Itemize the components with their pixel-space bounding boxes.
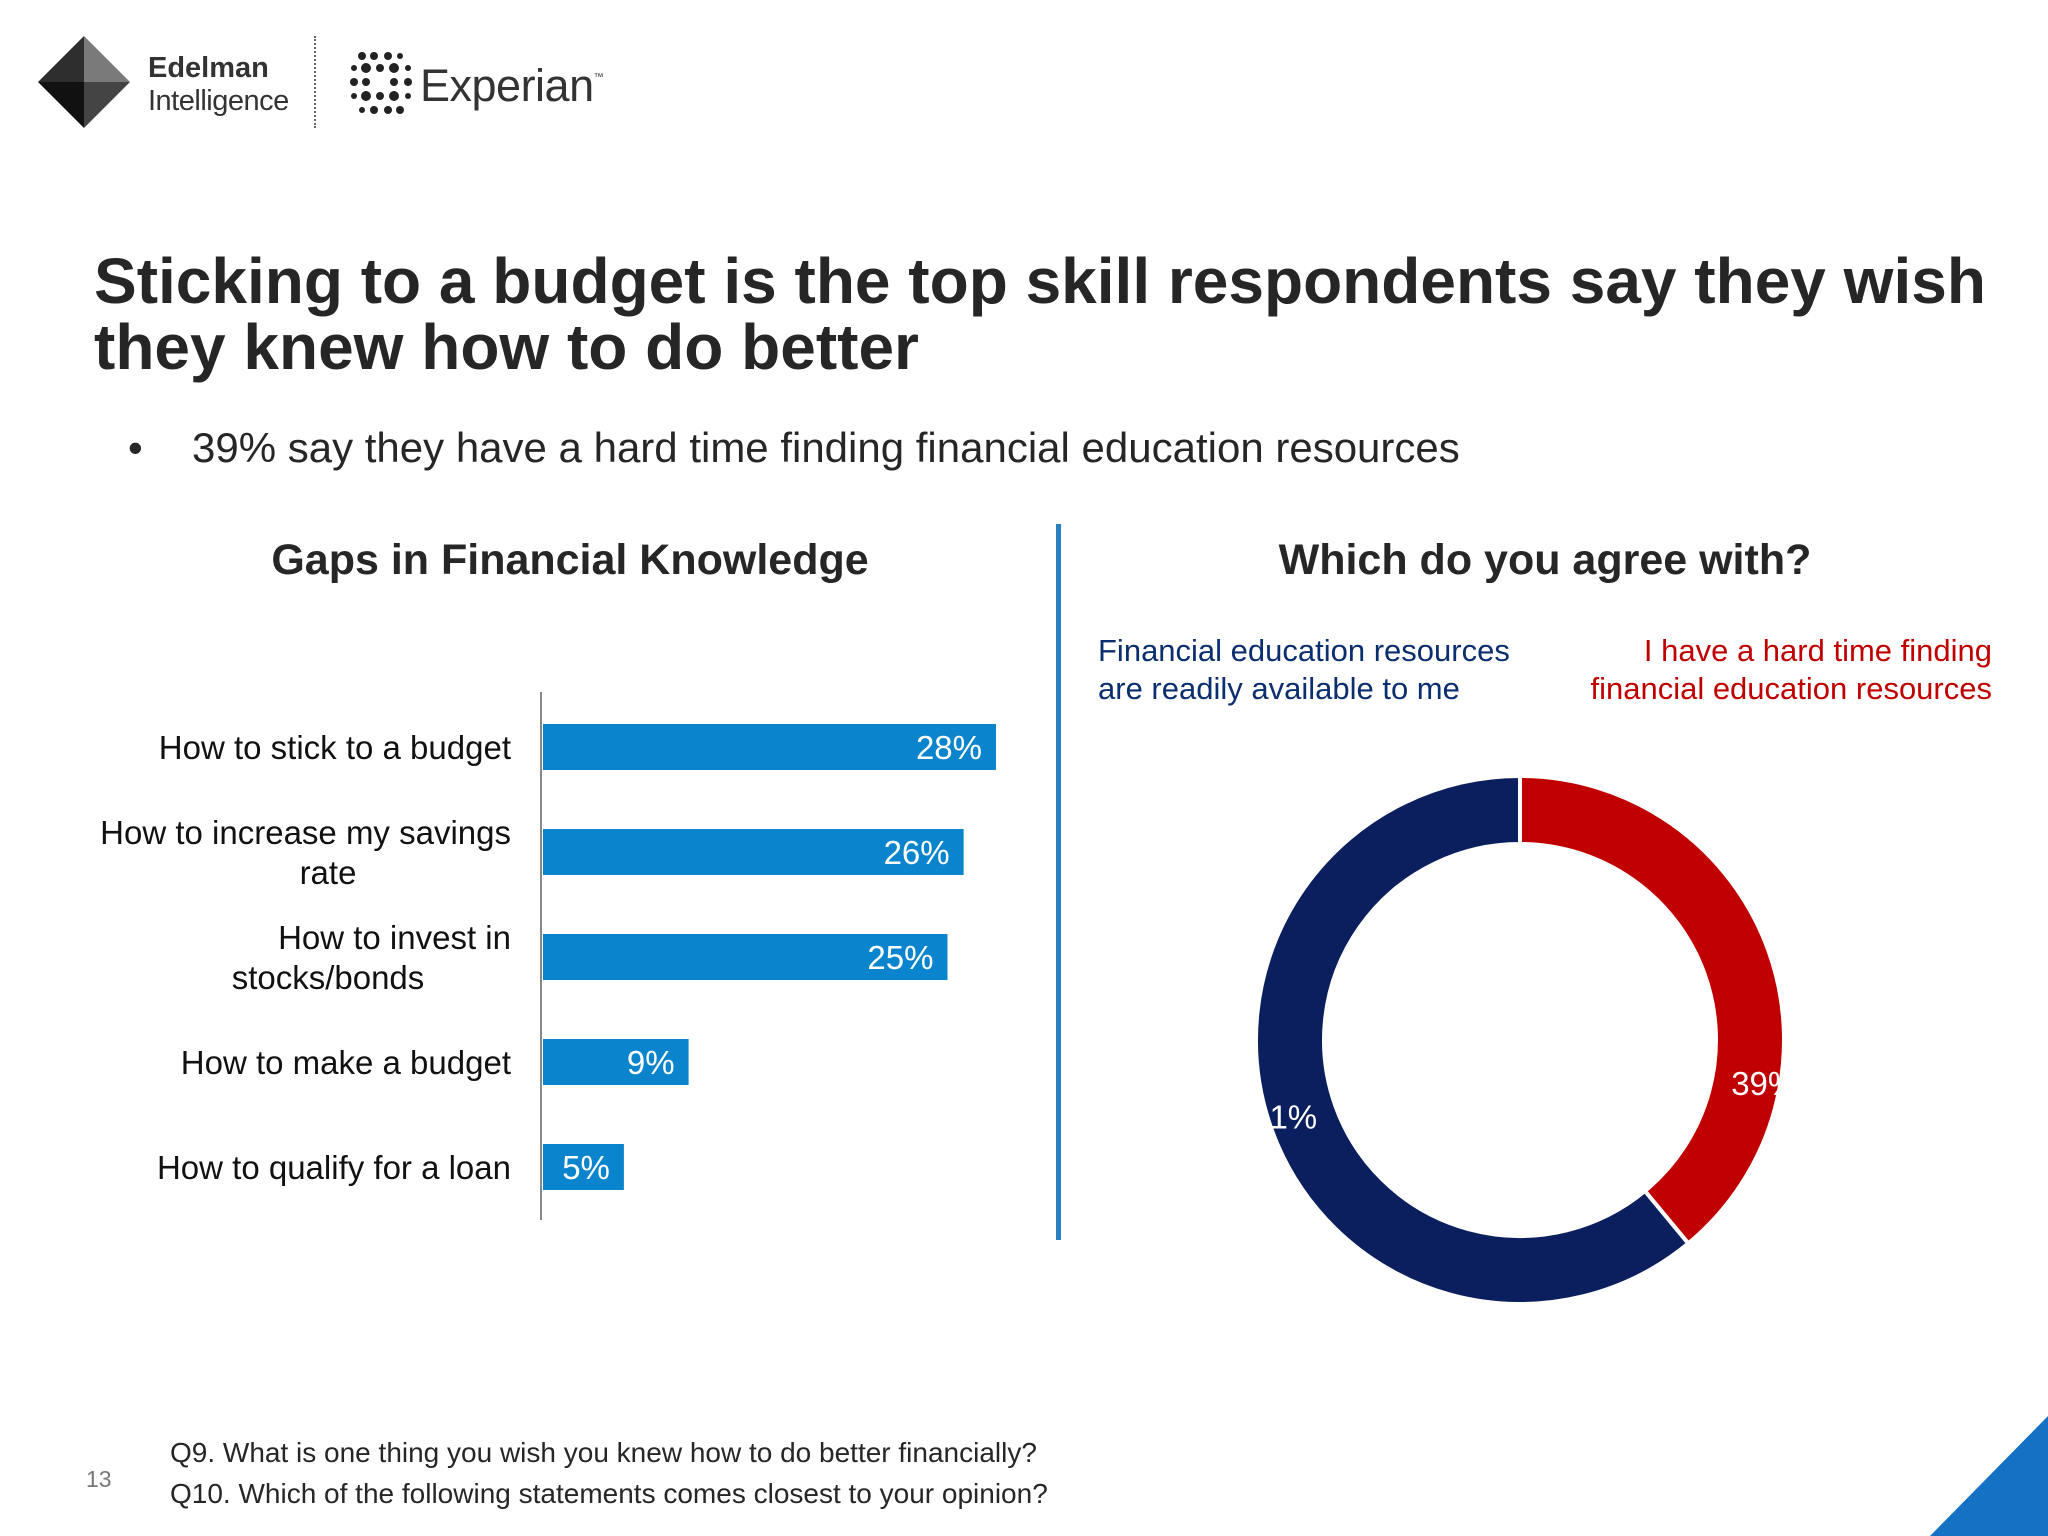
- bar-4: [543, 1144, 624, 1190]
- bar-category-label-4: How to qualify for a loan: [157, 1149, 511, 1186]
- bullet-dot: •: [128, 424, 143, 471]
- bar-category-label-2: How to invest in stocks/bonds: [232, 919, 511, 996]
- bar-category-label-3: How to make a budget: [181, 1044, 511, 1081]
- bar-category-label-0: How to stick to a budget: [159, 729, 511, 766]
- bar-value-label-2: 25%: [867, 939, 933, 976]
- bar-0: [543, 724, 996, 770]
- panel-divider: [1056, 524, 1061, 1240]
- page-number: 13: [86, 1466, 112, 1492]
- experian-wordmark: Experian™: [420, 60, 604, 112]
- bar-2: [543, 934, 948, 980]
- logo-divider: [314, 36, 316, 128]
- bar-value-label-1: 26%: [884, 834, 950, 871]
- footnote-q9: Q9. What is one thing you wish you knew …: [170, 1437, 1037, 1468]
- bar-chart-title: Gaps in Financial Knowledge: [271, 536, 869, 584]
- bar-1: [543, 829, 964, 875]
- donut-value-label-0: 39%: [1731, 1065, 1797, 1102]
- corner-accent-triangle: [1930, 1416, 2048, 1536]
- slide-title: Sticking to a budget is the top skill re…: [94, 245, 1986, 383]
- bar-chart: 28% How to stick to a budget 26% How to inc…: [100, 692, 996, 1220]
- donut-legend-hard-time: I have a hard time finding financial edu…: [1590, 633, 1992, 706]
- footnote-q10: Q10. Which of the following statements c…: [170, 1478, 1048, 1509]
- edelman-logo: [38, 36, 130, 128]
- donut-chart: 39% 61%: [1251, 773, 1797, 1306]
- experian-name: Experian: [420, 60, 594, 111]
- donut-chart-title: Which do you agree with?: [1278, 536, 1812, 584]
- edelman-wordmark: Edelman Intelligence: [148, 52, 289, 118]
- bar-3: [543, 1039, 689, 1085]
- key-finding-bullet: • 39% say they have a hard time finding f…: [128, 424, 1460, 472]
- bar-value-label-4: 5%: [562, 1149, 610, 1186]
- experian-tm: ™: [593, 72, 604, 83]
- donut-legend-available: Financial education resources are readil…: [1098, 633, 1510, 706]
- bar-category-label-1: How to increase my savings rate: [100, 814, 511, 891]
- edelman-line1: Edelman: [148, 52, 269, 84]
- bar-value-label-3: 9%: [627, 1044, 675, 1081]
- survey-footnote: Q9. What is one thing you wish you knew …: [170, 1432, 1048, 1514]
- experian-logo-icon: [350, 52, 412, 114]
- edelman-line2: Intelligence: [148, 85, 289, 117]
- donut-slice-0: [1518, 773, 1786, 1247]
- bar-value-label-0: 28%: [916, 729, 982, 766]
- donut-slice-1: [1254, 773, 1692, 1306]
- donut-value-label-1: 61%: [1251, 1099, 1317, 1136]
- bullet-text: 39% say they have a hard time finding fi…: [192, 424, 1460, 471]
